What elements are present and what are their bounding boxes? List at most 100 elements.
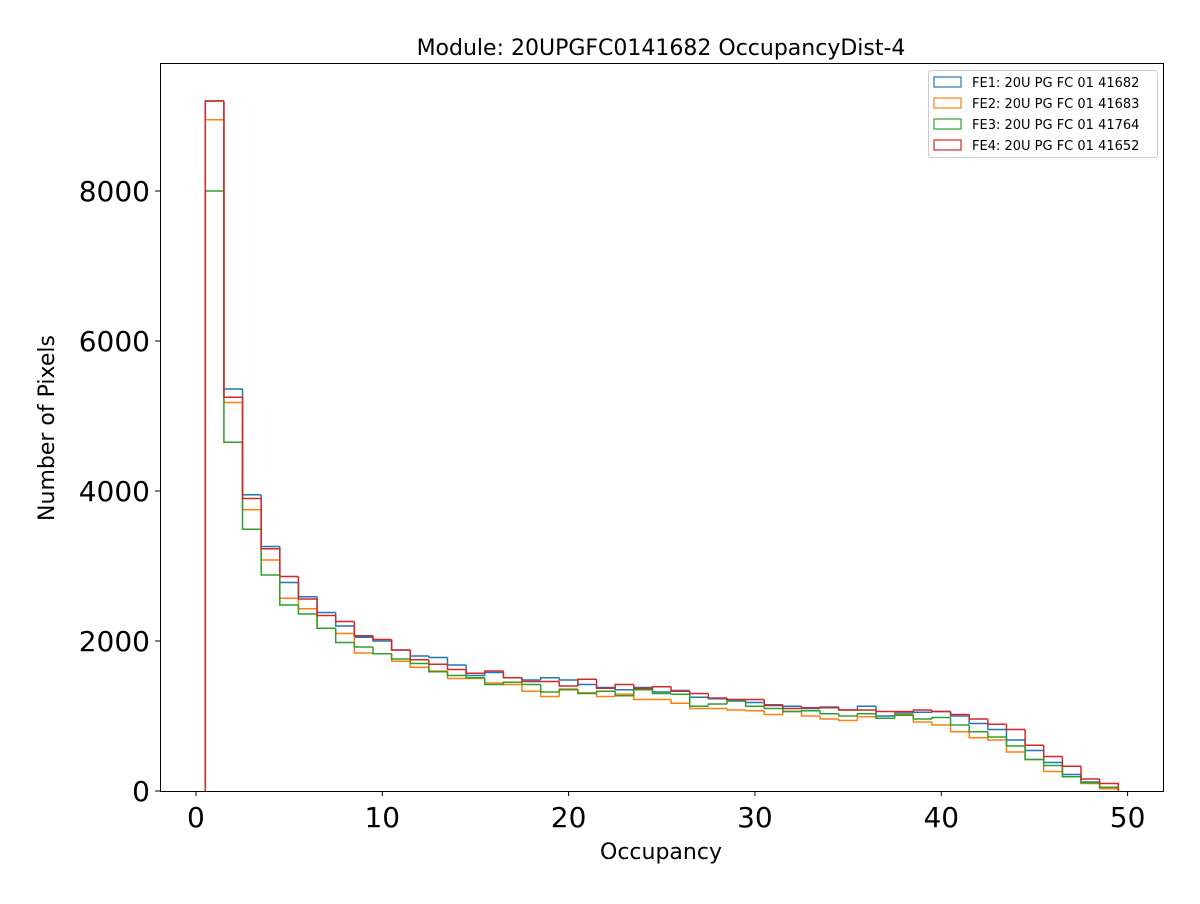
histogram-bin xyxy=(279,575,299,606)
histogram-bin xyxy=(931,710,951,713)
y-tick-label: 6000 xyxy=(79,325,150,358)
histogram-bin xyxy=(297,576,318,600)
x-tick-label: 0 xyxy=(187,801,205,834)
histogram-bin xyxy=(409,650,429,657)
histogram-bin xyxy=(390,653,411,660)
histogram-bin xyxy=(465,669,485,675)
histogram-bin xyxy=(875,710,895,713)
histogram-bin xyxy=(670,693,690,696)
histogram-bin xyxy=(949,717,970,726)
histogram-bin xyxy=(614,683,634,689)
histogram-bin xyxy=(484,670,504,674)
histogram-bin xyxy=(707,693,727,699)
histogram-bin xyxy=(577,689,597,695)
histogram-bin xyxy=(502,683,523,686)
histogram-bin xyxy=(1061,756,1082,768)
histogram-bin xyxy=(223,101,243,390)
histogram-bin xyxy=(558,677,578,681)
histogram-bin xyxy=(372,647,392,655)
histogram-bin xyxy=(372,635,392,641)
histogram-bin xyxy=(204,100,224,791)
histogram-bin xyxy=(633,684,653,690)
x-tick-label: 40 xyxy=(923,801,959,834)
histogram-bin xyxy=(1005,729,1026,741)
histogram-bin xyxy=(1005,724,1026,731)
histogram-bin xyxy=(390,653,411,663)
histogram-bin xyxy=(521,677,541,681)
histogram-bin xyxy=(297,598,318,610)
legend-label: FE4: 20U PG FC 01 41652 xyxy=(972,139,1139,154)
histogram-bin xyxy=(204,119,224,791)
y-tick-label: 4000 xyxy=(79,475,150,508)
x-tick-label: 10 xyxy=(364,801,400,834)
x-axis: 0 10 20 30 40 50 xyxy=(187,791,1145,834)
histogram-bin xyxy=(1043,745,1063,758)
histogram-bin xyxy=(651,686,672,689)
histogram-bin xyxy=(819,716,839,720)
histogram-bin xyxy=(409,650,429,661)
histogram-bin xyxy=(484,677,504,686)
histogram-bin xyxy=(1061,765,1082,778)
series-fe3 xyxy=(204,190,1120,791)
histogram-bin xyxy=(334,612,355,627)
histogram-bin xyxy=(614,687,634,691)
histogram-bin xyxy=(838,719,858,722)
histogram-bin xyxy=(949,725,970,733)
histogram-bin xyxy=(800,711,821,717)
x-tick-label: 50 xyxy=(1110,801,1146,834)
histogram-bin xyxy=(428,656,448,659)
histogram-bin xyxy=(334,628,355,635)
histogram-bin xyxy=(297,582,318,598)
plot-area xyxy=(204,100,1120,791)
histogram-bin xyxy=(428,659,448,666)
histogram-bin xyxy=(241,397,262,500)
histogram-bin xyxy=(539,691,560,698)
histogram-bin xyxy=(521,684,541,693)
histogram-bin xyxy=(931,722,951,726)
histogram-bin xyxy=(539,684,560,693)
histogram-bin xyxy=(800,710,821,712)
histogram-bin xyxy=(316,614,336,630)
histogram-bin xyxy=(670,699,690,705)
histogram-bin xyxy=(651,689,672,695)
histogram-bin xyxy=(763,702,783,706)
histogram-bin xyxy=(316,596,336,614)
histogram-bin xyxy=(614,691,634,697)
histogram-bin xyxy=(856,713,877,717)
legend-swatch xyxy=(933,139,962,151)
histogram-bin xyxy=(595,690,616,694)
histogram-bin xyxy=(297,605,318,615)
histogram-bin xyxy=(446,657,467,666)
series-fe4 xyxy=(204,100,1120,791)
histogram-bin xyxy=(1024,746,1044,761)
histogram-bin xyxy=(800,707,821,709)
histogram-bin xyxy=(353,621,373,637)
histogram-bin xyxy=(1024,752,1044,761)
histogram-bin xyxy=(558,689,578,693)
histogram-bin xyxy=(241,442,262,531)
x-tick-label: 20 xyxy=(551,801,587,834)
histogram-bin xyxy=(726,698,746,701)
histogram-bin xyxy=(744,710,765,712)
histogram-bin xyxy=(577,689,597,694)
histogram-bin xyxy=(819,710,839,715)
histogram-bin xyxy=(595,679,616,690)
histogram-bin xyxy=(968,731,988,739)
histogram-bin xyxy=(1043,759,1063,767)
histogram-bin xyxy=(428,667,448,672)
histogram-bin xyxy=(223,101,243,399)
histogram-bin xyxy=(595,692,616,698)
histogram-bin xyxy=(707,703,727,707)
histogram-bin xyxy=(726,708,746,711)
x-tick-label: 30 xyxy=(737,801,773,834)
histogram-bin xyxy=(782,708,802,713)
histogram-bin xyxy=(577,680,597,686)
y-tick-label: 8000 xyxy=(79,175,150,208)
histogram-bin xyxy=(484,671,504,676)
histogram-bin xyxy=(633,689,653,696)
histogram-bin xyxy=(223,119,243,404)
histogram-bin xyxy=(260,509,280,561)
histogram-bin xyxy=(1005,737,1026,747)
y-tick-label: 0 xyxy=(132,775,150,808)
